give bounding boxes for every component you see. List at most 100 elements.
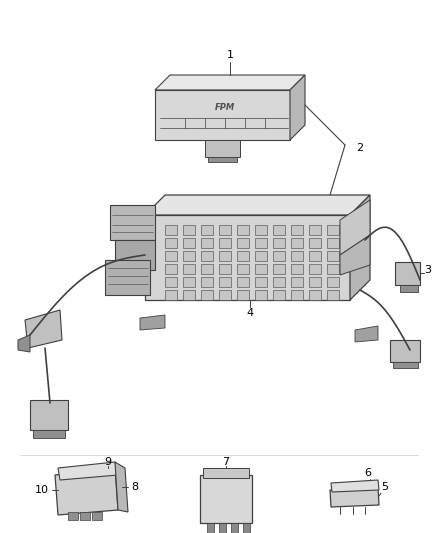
Polygon shape (30, 400, 68, 430)
Bar (327, 238, 339, 248)
Text: 4: 4 (247, 308, 254, 318)
Polygon shape (33, 430, 65, 438)
Bar (183, 290, 195, 300)
Bar (255, 225, 267, 235)
Polygon shape (145, 195, 370, 215)
Bar (183, 264, 195, 274)
Text: 8: 8 (131, 482, 138, 492)
Bar (201, 238, 213, 248)
Polygon shape (340, 235, 370, 275)
Polygon shape (110, 205, 155, 240)
Polygon shape (395, 262, 420, 285)
Bar (219, 238, 231, 248)
Polygon shape (145, 215, 350, 300)
Text: 6: 6 (364, 468, 371, 478)
Bar (200, 475, 252, 523)
Bar (165, 290, 177, 300)
Bar (291, 290, 303, 300)
Bar (255, 264, 267, 274)
Bar (273, 290, 285, 300)
Polygon shape (155, 75, 305, 90)
Bar (327, 225, 339, 235)
Text: 3: 3 (424, 265, 431, 275)
Bar (273, 238, 285, 248)
Polygon shape (393, 362, 418, 368)
Polygon shape (208, 157, 237, 162)
Bar (183, 251, 195, 261)
Bar (273, 264, 285, 274)
Bar (255, 238, 267, 248)
Polygon shape (155, 90, 290, 140)
Text: 2: 2 (357, 143, 364, 153)
Bar (201, 277, 213, 287)
Bar (207, 523, 214, 533)
Bar (309, 238, 321, 248)
Bar (165, 264, 177, 274)
Text: 7: 7 (223, 457, 230, 467)
Polygon shape (331, 480, 379, 492)
Bar (327, 277, 339, 287)
Bar (273, 251, 285, 261)
Bar (165, 238, 177, 248)
Bar (291, 225, 303, 235)
Bar (309, 264, 321, 274)
Bar (201, 225, 213, 235)
Bar (203, 468, 249, 478)
Text: 1: 1 (226, 50, 233, 60)
Bar (273, 225, 285, 235)
Polygon shape (18, 335, 30, 352)
Bar (243, 523, 250, 533)
Bar (201, 290, 213, 300)
Polygon shape (330, 487, 379, 507)
Polygon shape (25, 310, 62, 348)
Bar (255, 290, 267, 300)
Bar (80, 512, 90, 520)
Bar (68, 512, 78, 520)
Bar (309, 251, 321, 261)
Bar (309, 290, 321, 300)
Bar (219, 225, 231, 235)
Bar (237, 277, 249, 287)
Bar (327, 290, 339, 300)
Polygon shape (55, 468, 118, 515)
Bar (201, 251, 213, 261)
Polygon shape (355, 326, 378, 342)
Bar (183, 277, 195, 287)
Bar (291, 251, 303, 261)
Polygon shape (350, 195, 370, 300)
Polygon shape (115, 240, 155, 270)
Bar (291, 264, 303, 274)
Bar (165, 225, 177, 235)
Bar (219, 264, 231, 274)
Bar (291, 277, 303, 287)
Polygon shape (390, 340, 420, 362)
Polygon shape (290, 75, 305, 140)
Bar (183, 225, 195, 235)
Bar (219, 290, 231, 300)
Bar (237, 238, 249, 248)
Bar (219, 251, 231, 261)
Text: FPM: FPM (215, 103, 235, 112)
Bar (201, 264, 213, 274)
Bar (309, 225, 321, 235)
Bar (219, 523, 226, 533)
Text: 5: 5 (381, 482, 389, 492)
Bar (309, 277, 321, 287)
Bar (327, 251, 339, 261)
Polygon shape (58, 462, 118, 480)
Text: 9: 9 (104, 457, 112, 467)
Bar (237, 290, 249, 300)
Polygon shape (105, 260, 150, 295)
Polygon shape (205, 140, 240, 157)
Bar (231, 523, 238, 533)
Text: 10: 10 (35, 485, 49, 495)
Bar (255, 251, 267, 261)
Polygon shape (115, 462, 128, 512)
Bar (327, 264, 339, 274)
Bar (237, 264, 249, 274)
Polygon shape (140, 315, 165, 330)
Bar (291, 238, 303, 248)
Bar (92, 512, 102, 520)
Bar (219, 277, 231, 287)
Bar (165, 251, 177, 261)
